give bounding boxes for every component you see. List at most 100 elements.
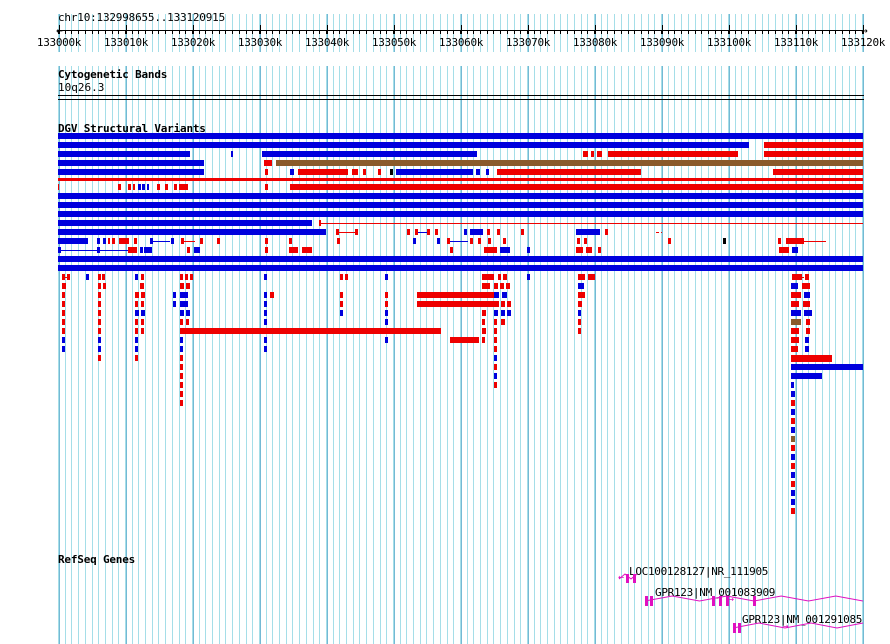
variant-segment[interactable]: [583, 151, 588, 157]
variant-segment[interactable]: [494, 364, 497, 370]
variant-segment[interactable]: [385, 310, 388, 316]
variant-segment[interactable]: [180, 346, 183, 352]
variant-segment[interactable]: [135, 292, 139, 298]
variant-segment[interactable]: [764, 142, 863, 148]
variant-segment[interactable]: [791, 400, 795, 406]
variant-segment[interactable]: [498, 274, 501, 280]
variant-segment[interactable]: [289, 238, 292, 244]
variant-segment[interactable]: [62, 337, 65, 343]
variant-segment[interactable]: [140, 283, 144, 289]
variant-segment[interactable]: [58, 160, 204, 166]
variant-segment[interactable]: [805, 274, 809, 280]
variant-segment[interactable]: [791, 364, 863, 370]
variant-segment[interactable]: [98, 310, 101, 316]
variant-segment[interactable]: [58, 133, 863, 139]
gene-exon[interactable]: [753, 596, 756, 606]
variant-segment[interactable]: [668, 238, 671, 244]
variant-segment[interactable]: [802, 283, 810, 289]
variant-segment[interactable]: [103, 283, 106, 289]
variant-segment[interactable]: [200, 238, 203, 244]
variant-segment[interactable]: [264, 301, 267, 307]
variant-segment[interactable]: [58, 220, 312, 226]
variant-segment[interactable]: [598, 247, 601, 253]
variant-segment[interactable]: [337, 238, 340, 244]
variant-segment[interactable]: [180, 274, 183, 280]
variant-segment[interactable]: [265, 184, 268, 190]
variant-segment[interactable]: [494, 283, 498, 289]
variant-segment[interactable]: [503, 238, 506, 244]
variant-segment[interactable]: [171, 238, 174, 244]
variant-segment[interactable]: [390, 169, 393, 175]
variant-segment[interactable]: [98, 355, 101, 361]
variant-segment[interactable]: [290, 169, 294, 175]
variant-segment[interactable]: [791, 346, 798, 352]
variant-segment[interactable]: [494, 292, 499, 298]
variant-segment[interactable]: [494, 355, 497, 361]
variant-segment[interactable]: [179, 184, 188, 190]
variant-segment[interactable]: [265, 238, 268, 244]
variant-segment[interactable]: [396, 169, 473, 175]
variant-segment[interactable]: [608, 151, 738, 157]
variant-segment[interactable]: [62, 283, 66, 289]
variant-segment[interactable]: [521, 229, 524, 235]
variant-segment[interactable]: [494, 310, 498, 316]
variant-segment[interactable]: [58, 265, 863, 271]
variant-segment[interactable]: [58, 238, 88, 244]
variant-segment[interactable]: [194, 247, 200, 253]
variant-segment[interactable]: [58, 193, 863, 199]
variant-segment[interactable]: [791, 382, 794, 388]
variant-segment[interactable]: [805, 337, 809, 343]
variant-segment[interactable]: [345, 274, 348, 280]
variant-segment[interactable]: [764, 151, 863, 157]
variant-segment[interactable]: [791, 292, 801, 298]
variant-segment[interactable]: [791, 301, 799, 307]
variant-segment[interactable]: [133, 184, 135, 190]
variant-segment[interactable]: [180, 319, 183, 325]
variant-segment[interactable]: [302, 247, 312, 253]
variant-segment[interactable]: [144, 247, 152, 253]
variant-segment[interactable]: [62, 346, 65, 352]
variant-segment[interactable]: [98, 337, 101, 343]
variant-segment[interactable]: [791, 391, 795, 397]
gene-exon[interactable]: [738, 623, 741, 633]
variant-segment[interactable]: [98, 301, 101, 307]
variant-segment[interactable]: [450, 337, 479, 343]
variant-segment[interactable]: [791, 283, 798, 289]
variant-segment[interactable]: [140, 247, 143, 253]
variant-segment[interactable]: [482, 319, 485, 325]
variant-segment[interactable]: [264, 274, 267, 280]
variant-segment[interactable]: [803, 301, 810, 307]
variant-segment[interactable]: [482, 328, 486, 334]
variant-segment[interactable]: [187, 247, 190, 253]
variant-segment[interactable]: [138, 184, 141, 190]
variant-segment[interactable]: [494, 373, 497, 379]
variant-segment[interactable]: [501, 319, 505, 325]
variant-segment[interactable]: [577, 238, 580, 244]
variant-segment[interactable]: [157, 184, 160, 190]
variant-segment[interactable]: [791, 472, 795, 478]
variant-segment[interactable]: [135, 301, 138, 307]
variant-segment[interactable]: [180, 283, 184, 289]
variant-segment[interactable]: [270, 292, 274, 298]
gene-exon[interactable]: [626, 574, 629, 583]
variant-segment[interactable]: [265, 247, 268, 253]
variant-segment[interactable]: [791, 445, 795, 451]
variant-segment[interactable]: [180, 400, 183, 406]
variant-segment[interactable]: [605, 229, 608, 235]
variant-segment[interactable]: [578, 319, 581, 325]
variant-segment[interactable]: [276, 160, 863, 166]
variant-segment[interactable]: [482, 337, 485, 343]
variant-segment[interactable]: [417, 292, 499, 298]
variant-segment[interactable]: [135, 310, 139, 316]
variant-segment[interactable]: [98, 319, 101, 325]
variant-segment[interactable]: [264, 160, 272, 166]
variant-segment[interactable]: [231, 151, 233, 157]
variant-segment[interactable]: [128, 184, 131, 190]
variant-segment[interactable]: [407, 229, 410, 235]
variant-segment[interactable]: [791, 373, 822, 379]
variant-segment[interactable]: [427, 229, 430, 235]
variant-segment[interactable]: [340, 310, 343, 316]
variant-segment[interactable]: [102, 274, 105, 280]
gene-exon[interactable]: [733, 623, 736, 633]
variant-segment[interactable]: [576, 229, 600, 235]
